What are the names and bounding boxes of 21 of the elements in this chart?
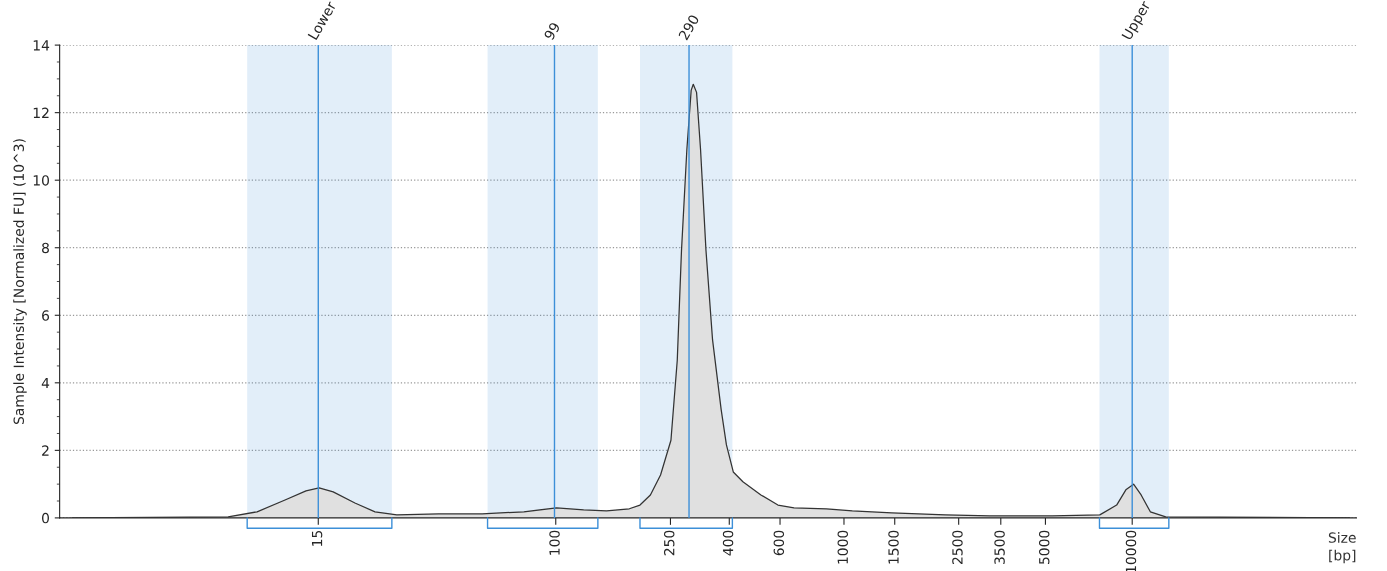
x-tick-label: 3500 (994, 530, 1005, 564)
y-tick-label: 2 (42, 445, 49, 456)
y-tick-label: 4 (41, 377, 50, 389)
y-tick-label: 8 (42, 242, 49, 254)
x-tick-label: 15 (311, 530, 323, 546)
y-tick-label: 14 (33, 40, 50, 51)
y-axis-title: Sample Intensity [Normalized FU] (10^3) (13, 139, 27, 425)
x-tick-label: 100 (549, 530, 560, 555)
x-tick-label: 1500 (888, 530, 899, 564)
x-tick-label: 5000 (1038, 530, 1050, 564)
y-tick-label: 6 (42, 310, 50, 321)
x-tick-label: 600 (773, 530, 785, 556)
y-tick-label: 0 (42, 512, 49, 524)
y-tick-label: 12 (33, 107, 49, 118)
x-tick-label: 250 (663, 530, 675, 556)
x-tick-label: 2500 (952, 530, 963, 565)
ref-line-label: 99 (543, 21, 561, 41)
y-tick-label: 10 (33, 175, 49, 186)
x-tick-label: 400 (722, 530, 734, 556)
x-axis-title: Size [bp] (1328, 532, 1356, 564)
x-tick-label: 1000 (837, 530, 849, 564)
